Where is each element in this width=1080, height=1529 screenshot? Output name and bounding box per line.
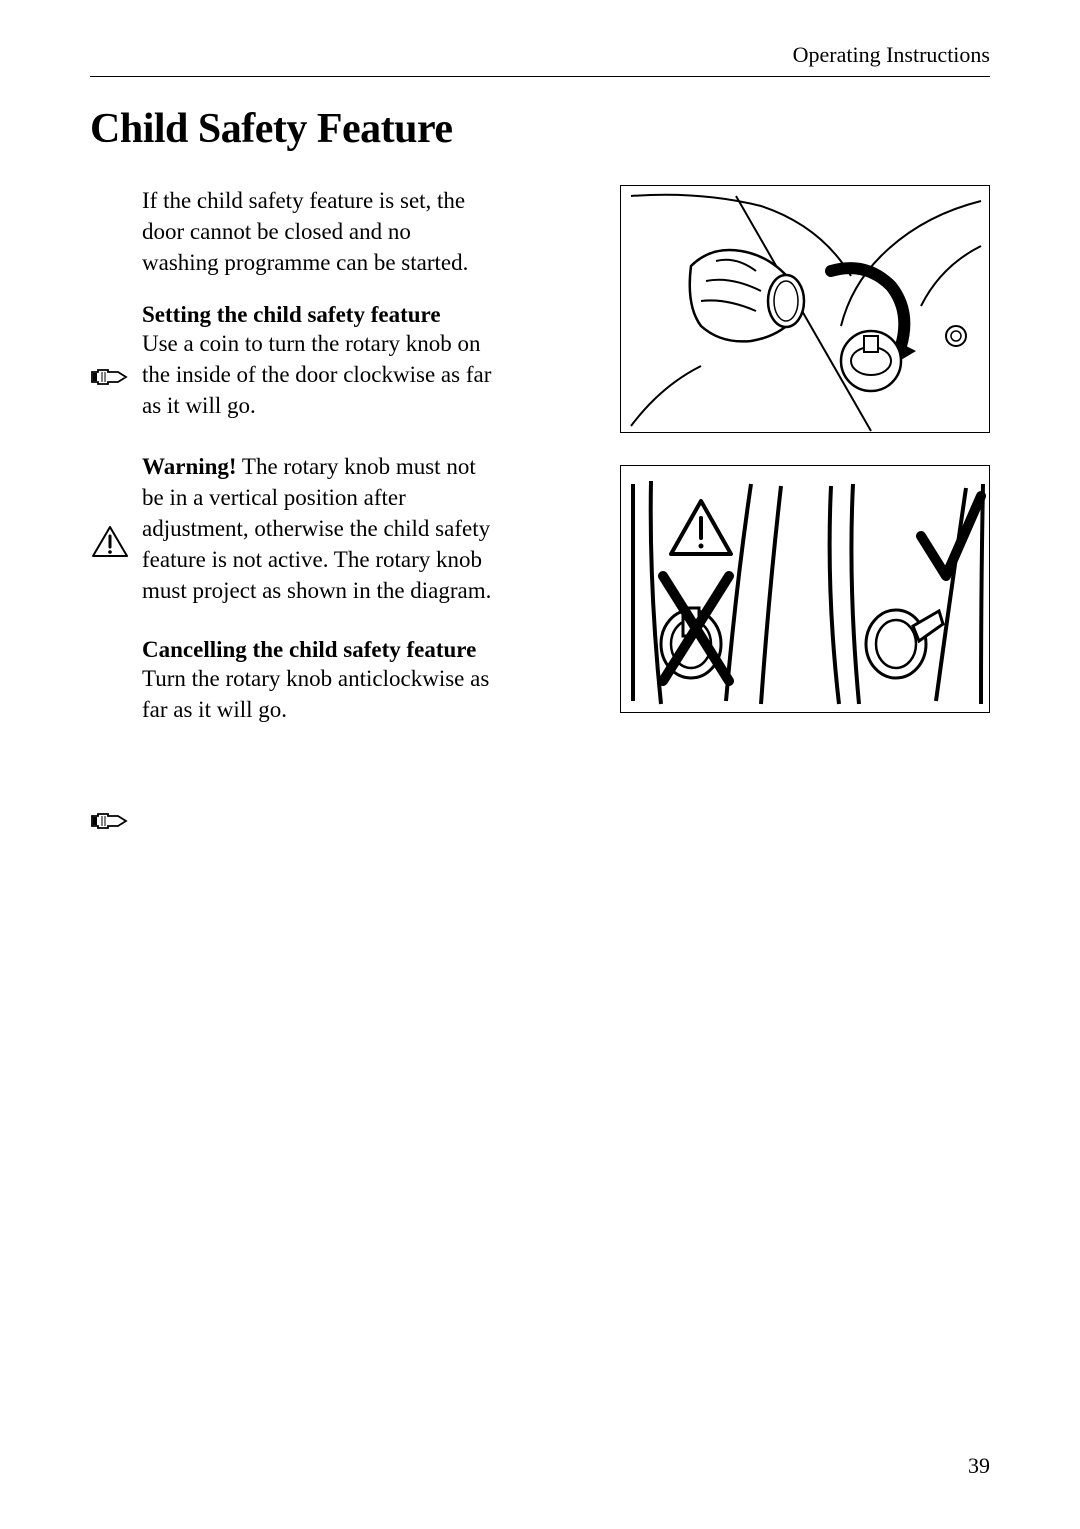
page-number: 39 — [968, 1453, 990, 1479]
section-cancelling: Cancelling the child safety feature Turn… — [142, 637, 492, 725]
door-knob-turn-diagram — [620, 185, 990, 433]
knob-position-correct-incorrect-diagram — [620, 465, 990, 713]
content-area: If the child safety feature is set, the … — [90, 185, 990, 832]
hand-pointing-icon — [90, 808, 128, 832]
intro-paragraph: If the child safety feature is set, the … — [142, 185, 492, 278]
warning-label: Warning! — [142, 454, 237, 479]
text-column: If the child safety feature is set, the … — [142, 185, 492, 832]
section-body: Warning! The rotary knob must not be in … — [142, 451, 492, 606]
figures-column — [620, 185, 990, 832]
header-rule — [90, 76, 990, 77]
section-heading: Cancelling the child safety feature — [142, 637, 492, 663]
page-container: Operating Instructions Child Safety Feat… — [0, 0, 1080, 1529]
section-warning: Warning! The rotary knob must not be in … — [142, 451, 492, 606]
icon-gutter — [90, 185, 142, 832]
section-body: Use a coin to turn the rotary knob on th… — [142, 328, 492, 421]
warning-triangle-icon — [90, 524, 130, 560]
running-head: Operating Instructions — [90, 42, 990, 68]
section-setting: Setting the child safety feature Use a c… — [142, 302, 492, 421]
section-heading: Setting the child safety feature — [142, 302, 492, 328]
hand-pointing-icon — [90, 364, 128, 388]
page-title: Child Safety Feature — [90, 105, 990, 153]
section-body: Turn the rotary knob anticlockwise as fa… — [142, 663, 492, 725]
